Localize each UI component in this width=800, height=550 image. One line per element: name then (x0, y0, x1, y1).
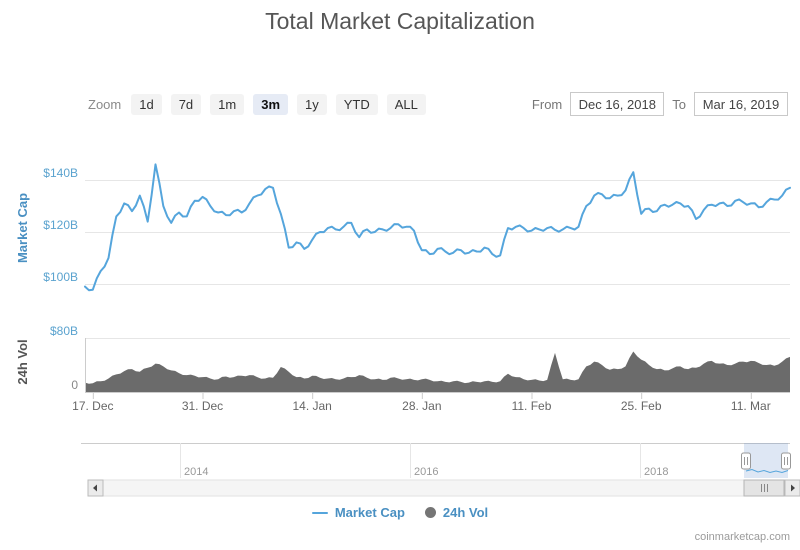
navigator-preview-line (745, 468, 789, 474)
market-cap-line-series (84, 163, 791, 292)
legend-item-market-cap[interactable]: Market Cap (311, 505, 405, 520)
zoom-button-7d[interactable]: 7d (170, 93, 202, 115)
from-date-input[interactable] (570, 92, 665, 116)
navigator-year-label: 2016 (414, 466, 438, 478)
to-label: To (672, 96, 686, 112)
navigator-handle-left[interactable] (741, 452, 751, 470)
x-axis-label: 14. Jan (292, 399, 331, 413)
navigator-year-label: 2014 (184, 466, 208, 478)
zoom-button-ytd[interactable]: YTD (335, 93, 378, 115)
main-plot-area[interactable] (85, 140, 790, 310)
page-title: Total Market Capitalization (265, 8, 535, 34)
y-axis-label: $100B (43, 270, 78, 284)
to-date-input[interactable] (694, 92, 788, 116)
line-marker-icon (311, 511, 328, 514)
from-label: From (531, 96, 563, 112)
scrollbar-track[interactable] (87, 479, 800, 497)
volume-area-series (85, 351, 790, 392)
y-axis-label: 0 (71, 378, 78, 392)
right-arrow-icon (791, 484, 795, 492)
y-axis-label: $80B (50, 324, 78, 338)
date-range-box: From To (524, 92, 788, 116)
navigator-year-label: 2018 (644, 466, 668, 478)
zoom-toolbar: Zoom 1d 7d 1m 3m 1y YTD ALL (88, 92, 435, 116)
zoom-button-3m[interactable]: 3m (253, 93, 289, 115)
navigator-handle-right[interactable] (781, 452, 791, 470)
zoom-button-1m[interactable]: 1m (210, 93, 245, 115)
x-axis-label: 31. Dec (182, 399, 223, 413)
x-axis-label: 28. Jan (402, 399, 441, 413)
circle-marker-icon (424, 507, 436, 518)
zoom-button-1y[interactable]: 1y (297, 93, 327, 115)
legend-label: 24h Vol (442, 505, 489, 520)
y-axis-label: $140B (43, 166, 78, 180)
watermark: coinmarketcap.com (694, 531, 790, 543)
x-axis-label: 25. Feb (621, 399, 662, 413)
x-axis-label: 17. Dec (72, 399, 113, 413)
zoom-button-all[interactable]: ALL (386, 93, 426, 115)
market-cap-axis-title: Market Cap (15, 193, 30, 263)
legend-item-24h-vol[interactable]: 24h Vol (424, 505, 489, 520)
vol-axis-title: 24h Vol (15, 339, 30, 384)
x-axis-label: 11. Mar (731, 399, 771, 413)
legend-label: Market Cap (334, 505, 405, 520)
zoom-label: Zoom (88, 96, 122, 112)
left-arrow-icon (93, 484, 97, 492)
y-axis-label: $120B (43, 218, 78, 232)
zoom-button-1d[interactable]: 1d (131, 93, 162, 115)
legend: Market Cap 24h Vol (0, 505, 800, 520)
x-axis-label: 11. Feb (512, 399, 552, 413)
